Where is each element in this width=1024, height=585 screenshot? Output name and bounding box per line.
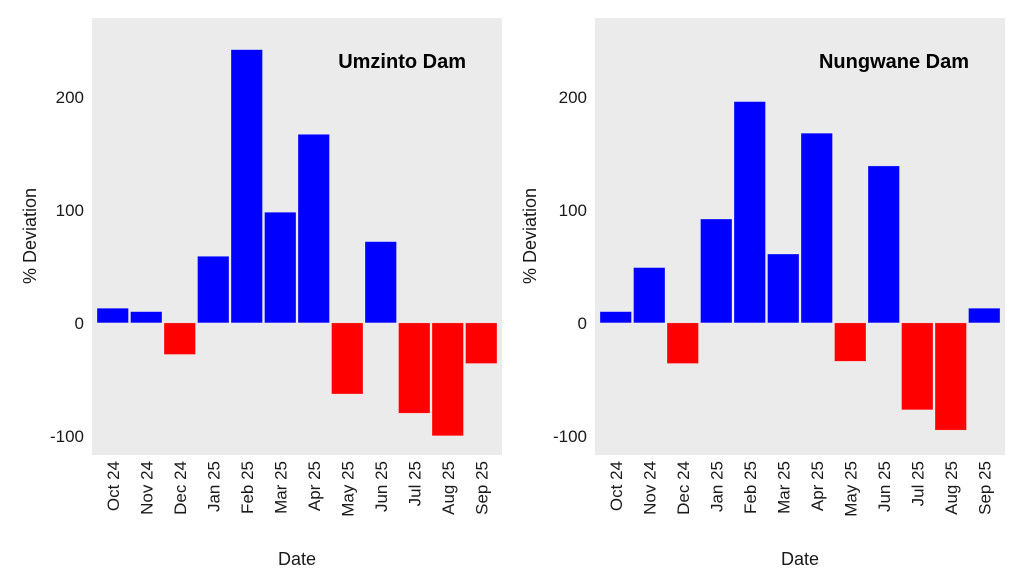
x-tick-label: Oct 24 bbox=[607, 461, 626, 511]
bar-mar-25 bbox=[264, 211, 297, 324]
bar-jul-25 bbox=[901, 322, 934, 411]
bar-nov-24 bbox=[633, 267, 666, 324]
x-tick-label: Jul 25 bbox=[908, 461, 927, 506]
bar-jan-25 bbox=[700, 218, 733, 324]
y-axis-title: % Deviation bbox=[20, 188, 40, 284]
y-tick-label: 200 bbox=[56, 88, 84, 107]
x-tick-label: May 25 bbox=[338, 461, 357, 517]
bar-jun-25 bbox=[867, 165, 900, 324]
x-tick-label: Jun 25 bbox=[372, 461, 391, 512]
x-tick-label: Jan 25 bbox=[204, 461, 223, 512]
y-tick-label: 200 bbox=[559, 88, 587, 107]
x-tick-label: Aug 25 bbox=[439, 461, 458, 515]
bar-feb-25 bbox=[733, 101, 766, 324]
x-axis-title: Date bbox=[278, 549, 316, 569]
x-tick-label: Mar 25 bbox=[774, 461, 793, 514]
panel-title: Nungwane Dam bbox=[819, 51, 969, 73]
bar-apr-25 bbox=[800, 132, 833, 324]
nungwane-dam-chart: % Deviation Date -100 0 100 200 Oct 24 Nov 24… bbox=[520, 18, 1005, 569]
bar-feb-25 bbox=[230, 49, 263, 324]
x-tick-label: Sep 25 bbox=[472, 461, 491, 515]
y-tick-label: 0 bbox=[75, 314, 84, 333]
y-tick-label: -100 bbox=[553, 427, 587, 446]
bar-dec-24 bbox=[163, 322, 196, 355]
bar-aug-25 bbox=[934, 322, 967, 431]
bar-jan-25 bbox=[197, 255, 230, 324]
x-axis-title: Date bbox=[781, 549, 819, 569]
bar-dec-24 bbox=[666, 322, 699, 364]
x-tick-label: Aug 25 bbox=[942, 461, 961, 515]
x-tick-label: Apr 25 bbox=[305, 461, 324, 511]
y-tick-label: 100 bbox=[56, 201, 84, 220]
panel-title: Umzinto Dam bbox=[338, 51, 466, 73]
y-tick-label: 100 bbox=[559, 201, 587, 220]
umzinto-dam-chart: % Deviation Date -100 0 100 200 Oct 24 Nov 24… bbox=[20, 18, 502, 569]
x-tick-label: Jun 25 bbox=[875, 461, 894, 512]
x-tick-label: Dec 24 bbox=[171, 461, 190, 515]
y-axis-title: % Deviation bbox=[520, 188, 540, 284]
x-tick-label: Apr 25 bbox=[808, 461, 827, 511]
bar-mar-25 bbox=[767, 253, 800, 324]
bar-sep-25 bbox=[968, 307, 1001, 324]
bar-sep-25 bbox=[465, 322, 498, 364]
bar-jun-25 bbox=[364, 241, 397, 324]
bar-aug-25 bbox=[431, 322, 464, 437]
x-tick-label: Nov 24 bbox=[640, 461, 659, 515]
y-tick-label: 0 bbox=[578, 314, 587, 333]
bar-oct-24 bbox=[599, 311, 632, 324]
bar-may-25 bbox=[834, 322, 867, 362]
x-tick-label: Oct 24 bbox=[104, 461, 123, 511]
x-tick-label: Dec 24 bbox=[674, 461, 693, 515]
x-tick-label: Jan 25 bbox=[707, 461, 726, 512]
bar-may-25 bbox=[331, 322, 364, 395]
bar-oct-24 bbox=[96, 307, 129, 324]
bar-apr-25 bbox=[297, 134, 330, 324]
bar-nov-24 bbox=[130, 311, 163, 324]
bar-jul-25 bbox=[398, 322, 431, 414]
y-tick-label: -100 bbox=[50, 427, 84, 446]
x-tick-label: Mar 25 bbox=[271, 461, 290, 514]
x-tick-label: Feb 25 bbox=[741, 461, 760, 514]
x-tick-label: May 25 bbox=[841, 461, 860, 517]
x-tick-label: Jul 25 bbox=[405, 461, 424, 506]
x-tick-label: Feb 25 bbox=[238, 461, 257, 514]
x-tick-label: Nov 24 bbox=[137, 461, 156, 515]
x-tick-label: Sep 25 bbox=[975, 461, 994, 515]
